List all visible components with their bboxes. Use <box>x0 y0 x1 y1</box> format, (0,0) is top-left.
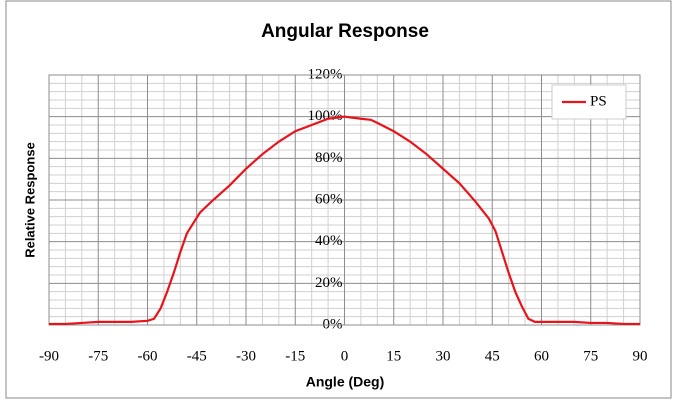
y-axis-label: Relative Response <box>22 142 37 258</box>
x-axis-label: Angle (Deg) <box>306 374 385 390</box>
y-tick-label: 80% <box>315 150 343 166</box>
legend-label: PS <box>590 93 607 109</box>
plot-border <box>48 74 641 326</box>
y-tick-label: 0% <box>323 316 343 332</box>
x-tick-label: -90 <box>39 348 59 364</box>
x-tick-label: -75 <box>88 348 108 364</box>
x-tick-label: -60 <box>138 348 158 364</box>
y-tick-label: 60% <box>315 191 343 207</box>
x-tick-label: -45 <box>187 348 207 364</box>
x-tick-label: 45 <box>485 348 500 364</box>
x-tick-label: 75 <box>583 348 598 364</box>
x-tick-label: 15 <box>386 348 401 364</box>
data-line <box>49 115 640 326</box>
x-tick-label: 0 <box>341 348 349 364</box>
x-tick-label: -15 <box>285 348 305 364</box>
y-tick-label: 40% <box>315 233 343 249</box>
chart-title: Angular Response <box>261 21 429 42</box>
x-tick-label: 90 <box>633 348 648 364</box>
y-tick-label: 100% <box>308 108 343 124</box>
x-tick-label: -30 <box>236 348 256 364</box>
x-tick-label: 30 <box>436 348 451 364</box>
y-tick-label: 120% <box>308 66 343 82</box>
x-tick-label: 60 <box>534 348 549 364</box>
y-tick-label: 20% <box>315 275 343 291</box>
